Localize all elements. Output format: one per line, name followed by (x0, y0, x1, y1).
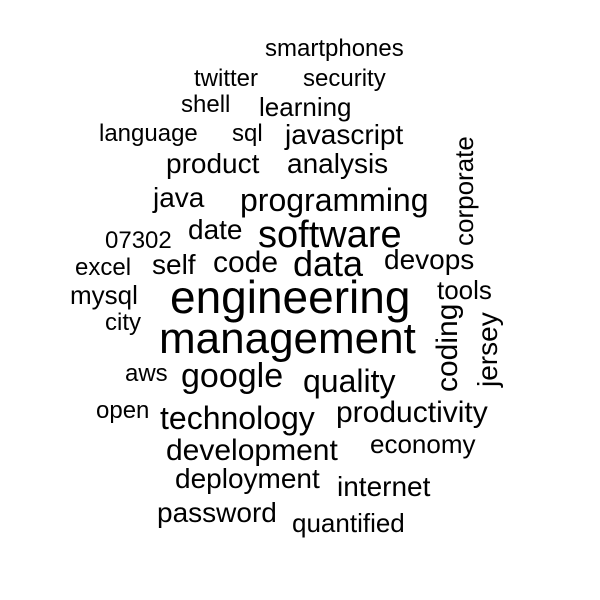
word-self: self (152, 249, 196, 280)
word-product: product (166, 148, 260, 179)
word-learning: learning (259, 92, 352, 122)
word-programming: programming (240, 182, 429, 218)
word-excel: excel (75, 254, 132, 281)
word-devops: devops (384, 244, 475, 275)
word-quantified: quantified (292, 508, 405, 538)
word-javascript: javascript (285, 119, 404, 150)
word-sql: sql (232, 120, 263, 147)
word-software: software (258, 214, 402, 256)
word-development: development (166, 434, 338, 467)
word-google: google (181, 357, 284, 395)
word-shell: shell (181, 91, 231, 118)
word-technology: technology (160, 400, 315, 436)
word-language: language (99, 120, 198, 147)
word-code: code (213, 246, 279, 279)
word-java: java (153, 182, 205, 213)
word-mysql: mysql (70, 280, 138, 310)
word-quality: quality (303, 363, 396, 399)
word-analysis: analysis (287, 148, 389, 179)
word-engineering: engineering (170, 271, 411, 323)
word-open: open (96, 397, 150, 424)
word-coding: coding (431, 303, 464, 392)
word-password: password (157, 497, 277, 528)
word-city: city (105, 309, 141, 336)
word-corporate: corporate (449, 136, 479, 246)
word-zipcode: 07302 (105, 227, 172, 254)
word-jersey: jersey (472, 312, 503, 387)
word-twitter: twitter (194, 65, 259, 92)
word-date: date (188, 214, 243, 245)
word-economy: economy (370, 429, 476, 459)
word-smartphones: smartphones (265, 35, 404, 62)
word-internet: internet (337, 471, 431, 502)
word-productivity: productivity (336, 396, 488, 429)
word-aws: aws (125, 360, 168, 387)
word-deployment: deployment (175, 463, 320, 494)
word-data: data (293, 243, 364, 284)
word-security: security (303, 65, 386, 92)
word-management: management (159, 314, 416, 363)
word-tools: tools (437, 275, 492, 305)
